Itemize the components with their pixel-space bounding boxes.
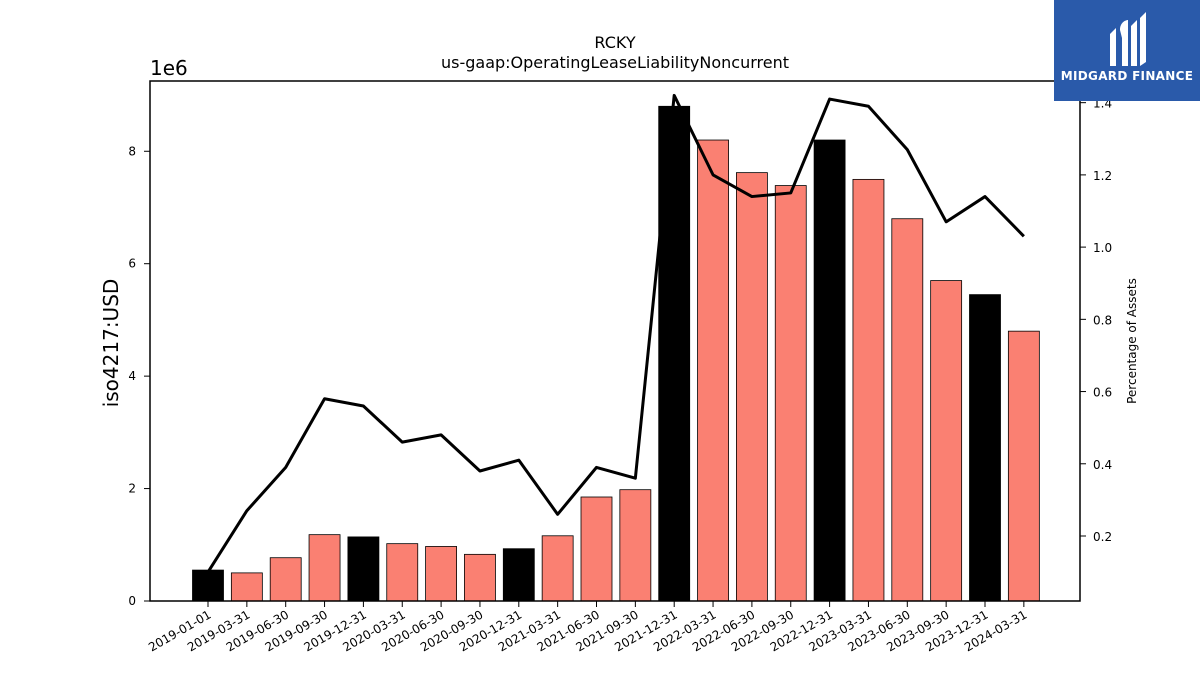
y-tick-label: 4	[128, 369, 136, 383]
y2-axis-label: Percentage of Assets	[1125, 278, 1139, 404]
bar-2020-06-30	[425, 546, 458, 602]
y2-axis-ticks: 0.20.40.60.81.01.21.4	[1080, 97, 1112, 544]
brand-name: MIDGARD FINANCE	[1060, 69, 1194, 83]
y2-tick-label: 0.8	[1093, 313, 1112, 327]
y-axis-ticks: 0 2 4 6 8	[128, 144, 150, 608]
percentage-line	[206, 93, 1025, 573]
y2-tick-label: 1.2	[1093, 169, 1112, 183]
bar-series	[192, 105, 1040, 602]
y2-tick-label: 0.4	[1093, 458, 1112, 472]
y-offset-label: 1e6	[150, 56, 188, 80]
bar-2020-12-31	[502, 548, 535, 602]
x-axis-ticks: 2019-01-012019-03-312019-06-302019-09-30…	[146, 601, 1029, 654]
y-tick-label: 2	[128, 482, 136, 496]
y2-tick-label: 1.0	[1093, 241, 1112, 255]
bar-2020-09-30	[464, 553, 496, 602]
bar-2023-06-30	[891, 218, 924, 602]
bar-2022-09-30	[774, 185, 807, 602]
bar-2023-12-31	[969, 294, 1001, 602]
bar-2023-09-30	[930, 280, 963, 602]
y-axis-label: iso4217:USD	[99, 279, 123, 408]
bar-2019-12-31	[347, 536, 380, 602]
y2-tick-label: 0.2	[1093, 530, 1112, 544]
chart-title: RCKY	[594, 33, 635, 52]
y-tick-label: 8	[128, 144, 136, 158]
bar-2022-03-31	[697, 139, 729, 602]
bar-2020-03-31	[386, 543, 419, 602]
brand-mark-icon	[1110, 12, 1146, 66]
bar-2023-03-31	[852, 178, 885, 602]
brand-logo: MIDGARD FINANCE	[1054, 0, 1200, 101]
bar-2019-06-30	[269, 557, 302, 602]
bar-2021-09-30	[619, 489, 652, 602]
bar-2021-06-30	[580, 496, 613, 602]
y-tick-label: 0	[128, 594, 136, 608]
bar-2024-03-31	[1007, 330, 1040, 602]
y-tick-label: 6	[128, 257, 136, 271]
chart-subtitle: us-gaap:OperatingLeaseLiabilityNoncurren…	[441, 53, 789, 72]
bar-2022-06-30	[736, 172, 768, 602]
bar-2022-12-31	[813, 139, 846, 602]
bar-2019-09-30	[308, 534, 341, 602]
y2-tick-label: 0.6	[1093, 386, 1112, 400]
bar-2021-12-31	[658, 105, 691, 602]
plot-frame	[149, 80, 1081, 602]
bar-2019-01-01	[192, 569, 224, 602]
bar-2019-03-31	[230, 572, 263, 602]
bar-2021-03-31	[541, 535, 574, 602]
